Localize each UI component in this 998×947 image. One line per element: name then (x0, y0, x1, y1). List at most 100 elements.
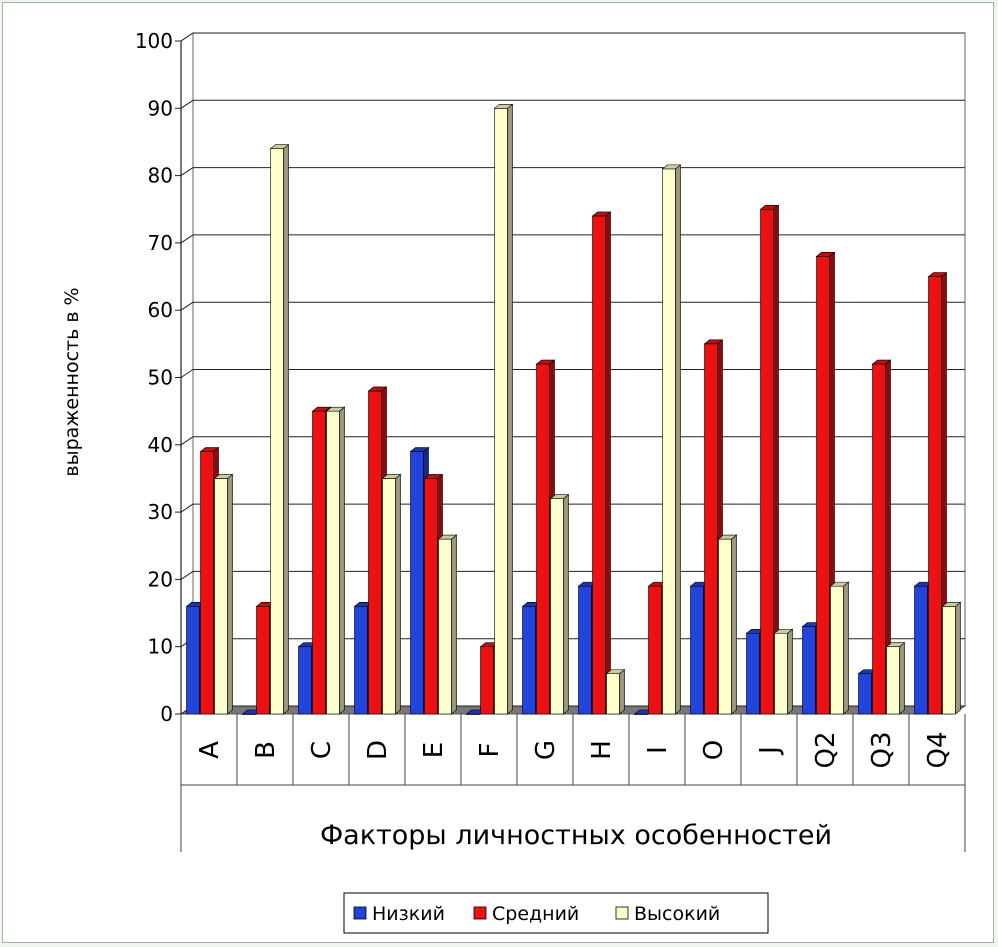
bar-H-Высокий (605, 668, 626, 715)
bar-F-Высокий (493, 103, 514, 715)
bar-side (283, 144, 289, 715)
bar-J-Высокий (773, 628, 794, 715)
bar-side (787, 628, 793, 715)
bar-side (605, 211, 611, 715)
bar-top (381, 474, 402, 479)
category-label: C (307, 741, 337, 759)
y-tick-label: 90 (148, 96, 173, 120)
bar-front (368, 390, 382, 715)
bar-front (424, 478, 438, 715)
legend-swatch (615, 906, 629, 920)
bar-A-Высокий (213, 473, 234, 715)
bar-top (213, 474, 234, 479)
bar-front (312, 410, 326, 715)
bar-top (605, 669, 626, 674)
category-label: Q3 (867, 731, 897, 768)
y-axis-label: выраженность в % (61, 287, 83, 476)
bar-front (354, 606, 368, 715)
bar-top (437, 534, 458, 540)
bar-front (494, 108, 508, 715)
category-label: G (531, 740, 561, 760)
bar-front (746, 632, 760, 715)
bar-side (619, 668, 625, 715)
bar-front (256, 606, 270, 715)
bar-O-Высокий (717, 534, 738, 715)
y-tick-label: 70 (148, 231, 173, 255)
bar-front (718, 538, 732, 715)
bar-side (395, 473, 401, 715)
bar-Q2-Высокий (829, 581, 850, 715)
bar-top (773, 628, 794, 634)
bar-side (563, 494, 569, 715)
bar-front (914, 585, 928, 715)
bar-top (829, 581, 850, 587)
bar-front (704, 343, 718, 715)
gridline-side (180, 570, 194, 580)
bar-E-Высокий (437, 534, 458, 715)
bar-G-Высокий (549, 494, 570, 715)
bar-side (451, 534, 457, 715)
bar-C-Высокий (325, 406, 346, 715)
legend-label: Средний (492, 903, 579, 925)
bar-top (325, 406, 346, 412)
legend: Низкий Средний Высокий (343, 892, 769, 934)
bar-top (269, 144, 290, 149)
gridline-side (180, 32, 194, 42)
bar-top (941, 602, 962, 607)
bar-front (550, 498, 564, 715)
gridline-side (180, 436, 194, 446)
bar-top (885, 642, 906, 648)
category-label: B (251, 741, 281, 759)
bar-front (690, 585, 704, 715)
legend-box (343, 892, 769, 934)
bar-front (214, 478, 228, 715)
category-label: D (363, 740, 393, 760)
gridline-side (180, 167, 194, 177)
bar-B-Высокий (269, 144, 290, 715)
bar-front (606, 673, 620, 715)
bar-front (522, 606, 536, 715)
legend-swatch (353, 906, 367, 920)
bar-top (549, 494, 570, 499)
y-tick-label: 60 (148, 298, 173, 322)
bar-top (423, 474, 444, 479)
legend-label: Высокий (634, 903, 720, 925)
bar-front (872, 363, 886, 715)
x-axis-label: Факторы личностных особенностей (320, 820, 832, 851)
bar-front (816, 256, 830, 715)
y-tick-label: 80 (148, 164, 173, 188)
category-label: J (755, 746, 785, 756)
bar-top (815, 252, 836, 257)
gridline-side (180, 234, 194, 244)
category-label: F (475, 743, 505, 758)
y-tick-label: 0 (160, 702, 173, 726)
category-label: Q2 (811, 731, 841, 768)
bar-Q3-Высокий (885, 642, 906, 715)
bar-top (927, 272, 948, 277)
bar-Q3-Средний (871, 359, 892, 715)
legend-swatch (473, 906, 487, 920)
y-tick-label: 100 (135, 29, 173, 53)
bar-front (662, 168, 676, 715)
y-tick-label: 30 (148, 500, 173, 524)
y-tick-label: 50 (148, 366, 173, 390)
bar-front (802, 626, 816, 715)
category-label: I (643, 746, 673, 754)
bar-Q4-Высокий (941, 601, 962, 715)
bar-front (592, 215, 606, 715)
category-label: A (195, 741, 225, 759)
bar-front (830, 585, 844, 715)
bar-front (774, 632, 788, 715)
bar-front (942, 606, 956, 715)
bar-front (858, 673, 872, 715)
bar-top (661, 164, 682, 170)
bar-front (326, 410, 340, 715)
bar-side (899, 642, 905, 715)
bar-top (591, 211, 612, 217)
bar-front (760, 208, 774, 715)
gridline-side (180, 503, 194, 513)
gridline-side (180, 99, 194, 109)
bar-top (367, 386, 388, 392)
bar-top (759, 204, 780, 210)
bar-front (648, 585, 662, 715)
